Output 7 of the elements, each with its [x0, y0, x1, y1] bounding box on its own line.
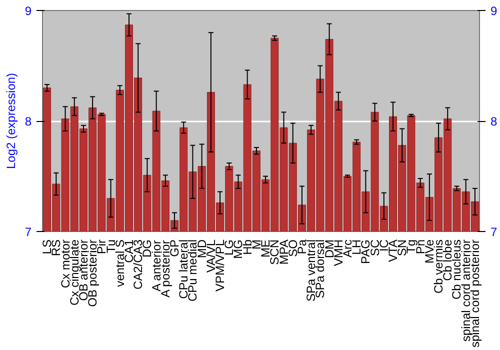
- y-tick-label: 8: [24, 114, 32, 128]
- y2-tick-label: 7: [490, 225, 498, 239]
- y2-tick-label: 9: [490, 4, 498, 18]
- y-tick-label: 7: [24, 225, 32, 239]
- y2-tick-label: 8: [490, 114, 498, 128]
- y-axis-title: Log2 (expression): [4, 72, 18, 170]
- y-tick-label: 9: [24, 4, 32, 18]
